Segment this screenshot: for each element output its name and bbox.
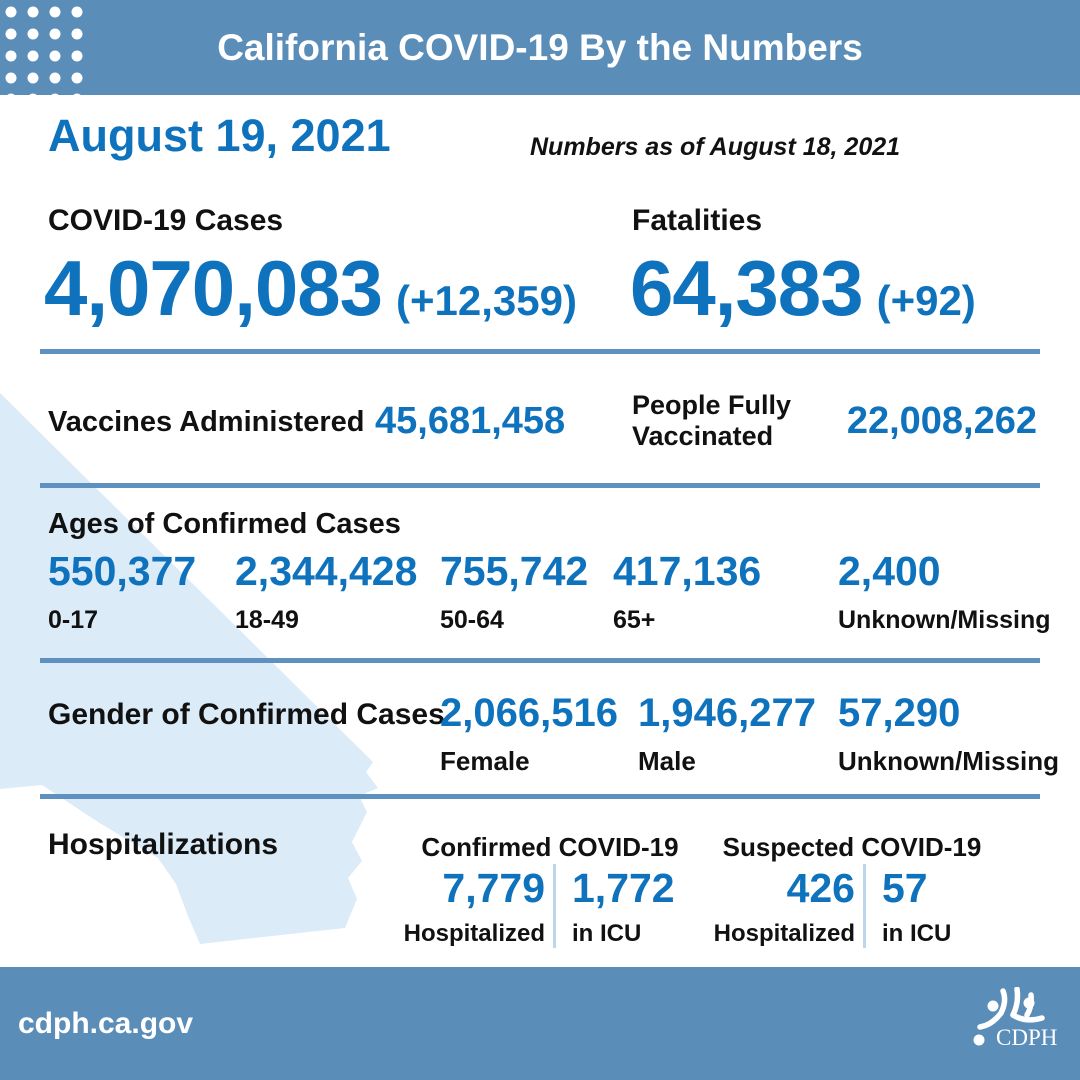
fatalities-delta: (+92) [876, 277, 976, 324]
ages-section-label: Ages of Confirmed Cases [48, 508, 401, 540]
confirmed-hospitalized-label: Hospitalized [403, 920, 545, 947]
gender-group-label: Unknown/Missing [838, 746, 1059, 776]
vaccines-administered-label: Vaccines Administered [48, 406, 365, 438]
fatalities-stat: 64,383 (+92) [630, 247, 976, 330]
fully-vaccinated-label: People Fully Vaccinated [632, 390, 792, 451]
vertical-divider [863, 864, 866, 948]
confirmed-hospitalized-value: 7,779 [442, 865, 545, 911]
age-group-label: 0-17 [48, 606, 99, 634]
confirmed-covid-header: Confirmed COVID-19 [421, 832, 679, 862]
divider [40, 658, 1040, 663]
age-group-value: 755,742 [440, 548, 589, 594]
suspected-covid-header: Suspected COVID-19 [722, 832, 982, 862]
gender-group-label: Female [440, 746, 530, 776]
age-group-value: 2,344,428 [235, 548, 418, 594]
header-banner: California COVID-19 By the Numbers [0, 0, 1080, 95]
age-group-label: 18-49 [235, 606, 299, 634]
vertical-divider [553, 864, 556, 948]
suspected-hospitalization-stats: 426 Hospitalized 57 in ICU [710, 864, 992, 948]
age-group-label: 65+ [613, 606, 656, 634]
cdph-logo-text: CDPH [996, 1025, 1057, 1050]
confirmed-icu-label: in ICU [572, 920, 642, 947]
confirmed-icu-cell: 1,772 in ICU [556, 864, 682, 948]
age-group-value: 550,377 [48, 548, 197, 594]
california-watermark-icon [0, 393, 378, 944]
fatalities-label: Fatalities [632, 204, 763, 237]
age-group-value: 2,400 [838, 548, 941, 594]
age-group-18-49: 2,344,428 18-49 [235, 548, 417, 635]
fully-vaccinated-value: 22,008,262 [846, 400, 1037, 442]
age-group-label: 50-64 [440, 606, 504, 634]
confirmed-hospitalization-stats: 7,779 Hospitalized 1,772 in ICU [400, 864, 682, 948]
fatalities-value: 64,383 [630, 244, 864, 332]
age-group-label: Unknown/Missing [838, 606, 1051, 634]
suspected-icu-cell: 57 in ICU [866, 864, 992, 948]
website-url: cdph.ca.gov [18, 1006, 194, 1040]
cases-delta: (+12,359) [396, 277, 577, 324]
suspected-icu-value: 57 [882, 865, 928, 911]
divider [40, 794, 1040, 799]
gender-section-label: Gender of Confirmed Cases [48, 698, 445, 731]
hospitalizations-section-label: Hospitalizations [48, 828, 279, 861]
suspected-hospitalized-cell: 426 Hospitalized [710, 864, 863, 948]
gender-group-value: 57,290 [838, 691, 961, 735]
dots-pattern-icon [5, 6, 83, 95]
vaccines-administered-value: 45,681,458 [375, 400, 566, 442]
cdph-logo-icon: CDPH [973, 987, 1057, 1050]
age-group-0-17: 550,377 0-17 [48, 548, 196, 635]
age-group-50-64: 755,742 50-64 [440, 548, 588, 635]
footer-banner: cdph.ca.gov CDPH [0, 967, 1080, 1080]
gender-group-male: 1,946,277 Male [638, 690, 816, 777]
gender-group-unknown: 57,290 Unknown/Missing [838, 690, 1059, 777]
gender-group-label: Male [638, 746, 696, 776]
cases-stat: 4,070,083 (+12,359) [44, 247, 577, 330]
report-date: August 19, 2021 [48, 110, 391, 161]
gender-group-value: 1,946,277 [638, 691, 816, 735]
as-of-note: Numbers as of August 18, 2021 [530, 133, 901, 161]
cases-label: COVID-19 Cases [48, 204, 284, 237]
gender-group-female: 2,066,516 Female [440, 690, 618, 777]
suspected-hospitalized-value: 426 [786, 865, 855, 911]
page-title: California COVID-19 By the Numbers [217, 27, 863, 68]
divider [40, 483, 1040, 488]
confirmed-icu-value: 1,772 [572, 865, 675, 911]
suspected-hospitalized-label: Hospitalized [713, 920, 855, 947]
divider [40, 349, 1040, 354]
age-group-value: 417,136 [613, 548, 762, 594]
confirmed-hospitalized-cell: 7,779 Hospitalized [400, 864, 553, 948]
suspected-icu-label: in ICU [882, 920, 952, 947]
cases-value: 4,070,083 [44, 244, 383, 332]
age-group-65-plus: 417,136 65+ [613, 548, 761, 635]
age-group-unknown: 2,400 Unknown/Missing [838, 548, 1051, 635]
gender-group-value: 2,066,516 [440, 691, 618, 735]
